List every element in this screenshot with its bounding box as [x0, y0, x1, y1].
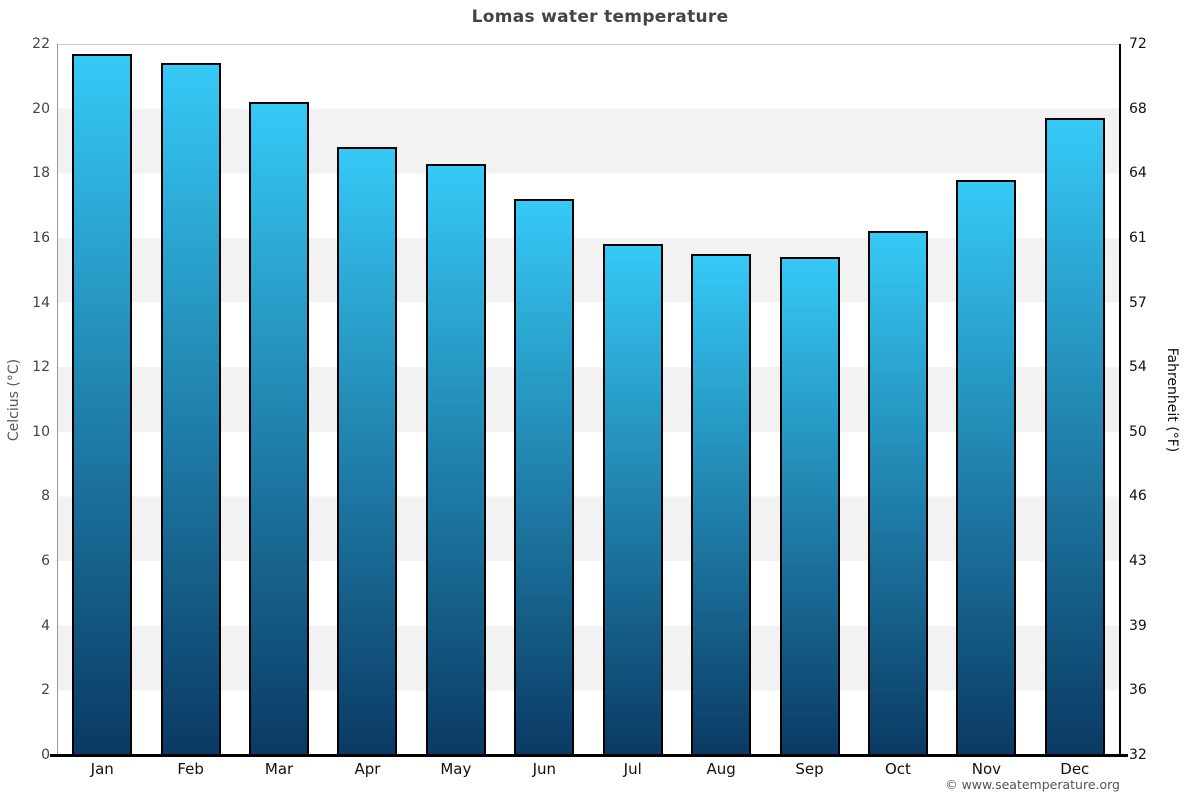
bar-jan — [72, 53, 133, 755]
y-axis-title-fahrenheit: Fahrenheit (°F) — [1164, 347, 1180, 453]
bar-feb — [160, 63, 221, 755]
y-tick-celsius-14: 14 — [32, 294, 50, 311]
bar-sep — [779, 257, 840, 755]
y-tick-celsius-22: 22 — [32, 36, 50, 52]
x-tick-jul: Jul — [623, 760, 642, 778]
plot-area — [58, 44, 1119, 755]
y-axis-title-celsius: Celcius (°C) — [6, 358, 22, 442]
y-tick-fahrenheit-57: 57 — [1129, 294, 1147, 311]
x-tick-feb: Feb — [177, 760, 204, 778]
x-tick-apr: Apr — [354, 760, 381, 778]
bar-mar — [249, 102, 310, 755]
y-tick-fahrenheit-50: 50 — [1129, 423, 1147, 440]
x-axis-line — [50, 754, 1128, 757]
bar-dec — [1044, 118, 1105, 755]
x-tick-mar: Mar — [264, 760, 294, 778]
bar-jul — [602, 244, 663, 755]
bar-aug — [691, 254, 752, 755]
bar-oct — [867, 231, 928, 755]
x-tick-oct: Oct — [884, 760, 911, 778]
y-tick-celsius-0: 0 — [41, 747, 50, 763]
y-tick-celsius-2: 2 — [41, 682, 50, 699]
bar-nov — [956, 179, 1017, 755]
y-tick-celsius-20: 20 — [32, 100, 50, 117]
y-axis-right-line — [1119, 44, 1121, 756]
y-tick-fahrenheit-32: 32 — [1129, 747, 1147, 763]
x-tick-jun: Jun — [532, 760, 556, 778]
bar-jun — [514, 199, 575, 755]
y-tick-fahrenheit-64: 64 — [1129, 165, 1147, 182]
bar-may — [425, 163, 486, 755]
y-tick-fahrenheit-43: 43 — [1129, 553, 1147, 570]
y-tick-fahrenheit-46: 46 — [1129, 488, 1147, 505]
chart-title: Lomas water temperature — [471, 7, 729, 27]
top-gridline — [58, 44, 1119, 45]
y-tick-fahrenheit-68: 68 — [1129, 100, 1147, 117]
y-tick-fahrenheit-72: 72 — [1129, 36, 1147, 52]
y-tick-celsius-16: 16 — [32, 229, 50, 246]
y-tick-fahrenheit-54: 54 — [1129, 359, 1147, 376]
y-tick-fahrenheit-36: 36 — [1129, 682, 1147, 699]
x-tick-nov: Nov — [971, 760, 1002, 778]
bar-apr — [337, 147, 398, 755]
y-tick-celsius-12: 12 — [32, 359, 50, 376]
x-tick-sep: Sep — [795, 760, 824, 778]
y-axis-left-line — [57, 44, 58, 756]
y-tick-celsius-8: 8 — [41, 488, 50, 505]
y-tick-celsius-6: 6 — [41, 553, 50, 570]
y-tick-fahrenheit-39: 39 — [1129, 617, 1147, 634]
y-tick-celsius-4: 4 — [41, 617, 50, 634]
x-tick-jan: Jan — [90, 760, 114, 778]
x-tick-may: May — [440, 760, 472, 778]
x-tick-aug: Aug — [706, 760, 736, 778]
y-tick-celsius-18: 18 — [32, 165, 50, 182]
y-tick-fahrenheit-61: 61 — [1129, 229, 1147, 246]
x-tick-dec: Dec — [1060, 760, 1090, 778]
attribution-text: © www.seatemperature.org — [945, 777, 1120, 792]
y-tick-celsius-10: 10 — [32, 423, 50, 440]
